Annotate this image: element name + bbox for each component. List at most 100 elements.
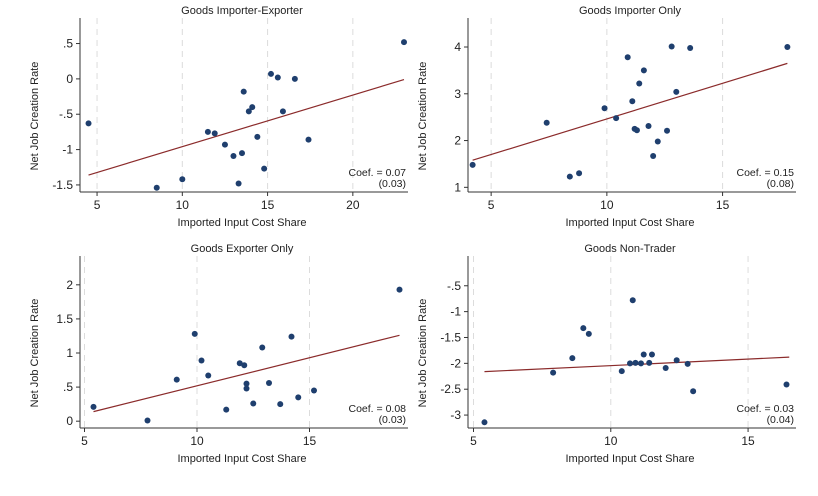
data-point	[235, 180, 242, 187]
y-axis-label: Net Job Creation Rate	[417, 299, 429, 408]
y-tick-label: -1	[450, 305, 461, 319]
data-point	[613, 115, 620, 122]
x-tick-label: 10	[176, 198, 190, 212]
y-tick-label: .5	[63, 37, 73, 51]
y-axis-label: Net Job Creation Rate	[417, 62, 429, 171]
x-axis-label: Imported Input Cost Share	[177, 217, 306, 229]
fit-line	[472, 62, 788, 161]
fit-line	[93, 334, 400, 413]
y-tick-label: -1	[62, 143, 73, 157]
data-point	[259, 344, 266, 351]
x-tick-label: 10	[600, 198, 614, 212]
data-point	[648, 351, 655, 358]
data-point	[250, 400, 257, 407]
x-tick-label: 10	[604, 434, 618, 448]
chart-title: Goods Importer-Exporter	[181, 5, 303, 17]
data-point	[230, 152, 237, 159]
data-point	[191, 330, 198, 337]
chart-panel-importer-exporter: 5 10 15 20 .5 0 -.5 -1 -1.5 Goods Importer-Export…	[29, 5, 408, 229]
data-point	[204, 128, 211, 135]
y-axis-label: Net Job Creation Rate	[29, 62, 41, 171]
data-point	[668, 43, 675, 50]
data-point	[236, 360, 243, 367]
data-point	[784, 44, 791, 51]
data-point	[481, 419, 488, 426]
y-tick-label: -1.5	[440, 330, 461, 344]
data-point	[654, 138, 661, 145]
data-point	[223, 406, 230, 413]
y-tick-label: 1	[454, 180, 461, 194]
data-point	[633, 127, 640, 134]
x-tick-label: 20	[346, 198, 360, 212]
data-point	[624, 54, 631, 61]
data-point	[243, 385, 250, 392]
data-point	[85, 120, 92, 127]
data-point	[640, 351, 647, 358]
data-point	[305, 136, 312, 143]
y-tick-label: -1.5	[52, 178, 73, 192]
data-point	[249, 104, 256, 111]
data-point	[684, 360, 691, 367]
x-tick-label: 15	[716, 198, 730, 212]
y-tick-label: 4	[454, 40, 461, 54]
y-tick-label: 2	[66, 278, 73, 292]
data-point	[401, 39, 407, 46]
y-tick-label: -.5	[59, 107, 73, 121]
data-point	[576, 170, 583, 177]
x-tick-label: 10	[190, 434, 204, 448]
data-point	[279, 108, 286, 115]
chart-title: Goods Non-Trader	[584, 243, 676, 255]
data-point	[205, 372, 212, 379]
data-point	[245, 108, 252, 115]
coef-label: Coef. = 0.07	[349, 167, 407, 179]
data-point	[469, 161, 476, 168]
data-point	[640, 67, 647, 74]
data-point	[211, 130, 218, 137]
se-label: (0.08)	[767, 178, 794, 190]
data-point	[550, 369, 557, 376]
data-point	[153, 184, 160, 191]
data-point	[580, 325, 587, 332]
data-point	[295, 394, 302, 401]
data-point	[266, 380, 272, 386]
y-tick-label: 2	[454, 134, 461, 148]
data-point	[144, 417, 151, 424]
data-point	[288, 333, 295, 340]
data-point	[637, 360, 644, 367]
y-tick-label: -.5	[447, 279, 461, 293]
data-point	[783, 381, 790, 388]
data-point	[618, 368, 625, 375]
data-point	[291, 75, 298, 82]
data-point	[632, 359, 639, 366]
data-point	[239, 150, 245, 157]
data-point	[198, 357, 205, 364]
coef-label: Coef. = 0.08	[349, 403, 407, 415]
data-point	[221, 141, 228, 148]
se-label: (0.03)	[379, 178, 406, 190]
data-point	[585, 330, 592, 337]
data-point	[645, 123, 652, 130]
data-point	[662, 365, 669, 371]
data-point	[543, 119, 550, 126]
data-point	[664, 127, 671, 134]
data-point	[569, 355, 576, 362]
se-label: (0.03)	[379, 414, 406, 426]
data-point	[687, 44, 694, 51]
data-point	[173, 376, 180, 383]
data-point	[601, 105, 608, 112]
data-point	[267, 70, 274, 77]
y-tick-label: 1	[66, 346, 73, 360]
y-tick-label: 0	[66, 414, 73, 428]
data-point	[241, 362, 248, 369]
x-axis-label: Imported Input Cost Share	[565, 453, 694, 465]
x-tick-label: 15	[303, 434, 317, 448]
data-point	[254, 133, 261, 140]
data-point	[673, 357, 680, 364]
chart-panel-importer-only: 5 10 15 1 2 3 4 Goods Importer Only Imported Inp…	[417, 5, 796, 229]
data-point	[90, 403, 97, 410]
x-tick-label: 5	[94, 198, 101, 212]
data-point	[311, 387, 317, 394]
x-axis-label: Imported Input Cost Share	[565, 217, 694, 229]
x-tick-label: 15	[741, 434, 755, 448]
